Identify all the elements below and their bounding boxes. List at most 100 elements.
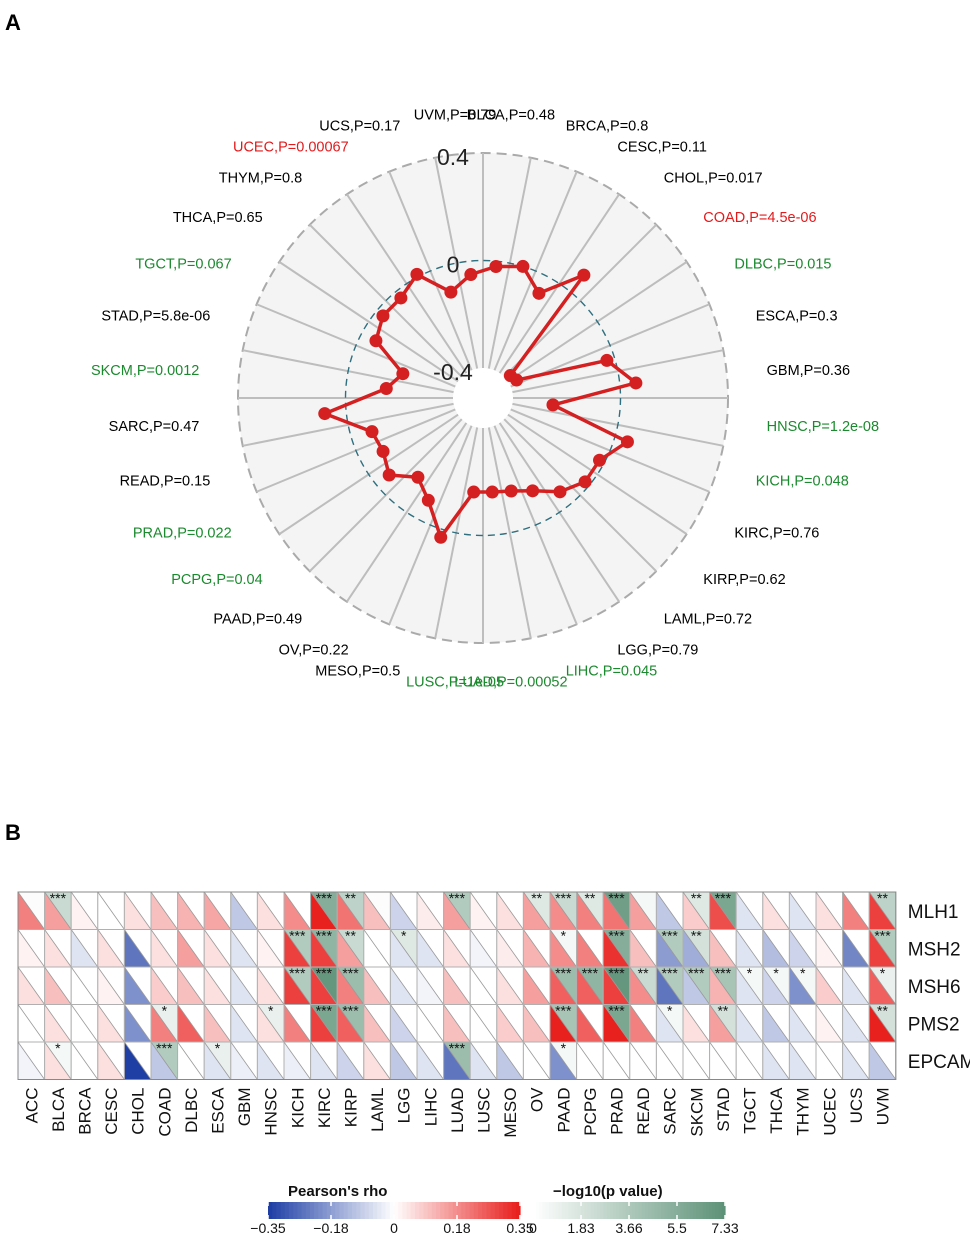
panel-a-label: A (5, 10, 21, 35)
heat-diag (70, 1041, 99, 1080)
heat-diag (390, 966, 418, 1005)
radar-label-esca: ESCA,P=0.3 (756, 308, 838, 324)
heat-star-msh6-thca: * (773, 965, 779, 981)
legend-rho-swatch (347, 1202, 353, 1219)
legend-rho-swatch (368, 1202, 374, 1219)
heat-gene-epcam: EPCAM (908, 1052, 970, 1073)
heat-diag (336, 1041, 365, 1080)
legend-rho-swatch (469, 1202, 475, 1219)
heat-cancer-gbm: GBM (235, 1088, 254, 1127)
heat-diag (336, 891, 365, 930)
radar-label-brca: BRCA,P=0.8 (566, 118, 649, 134)
legend-rho-swatch (410, 1202, 416, 1219)
legend-p-swatch (545, 1202, 550, 1219)
heat-diag (257, 1041, 285, 1080)
heat-diag (762, 891, 790, 930)
radar-spoke (487, 427, 532, 639)
radar-spoke (507, 413, 688, 535)
heat-star-msh6-thym: * (800, 965, 806, 981)
heat-diag (70, 1004, 99, 1043)
heat-cancer-lusc: LUSC (475, 1088, 494, 1133)
heat-cancer-hnsc: HNSC (262, 1088, 281, 1136)
radar-point-sarc (318, 407, 332, 421)
heat-diag (124, 1004, 152, 1043)
heat-diag (443, 929, 471, 968)
heat-cancer-kich: KICH (288, 1088, 307, 1129)
heat-diag (682, 1041, 710, 1080)
radar-label-cesc: CESC,P=0.11 (617, 140, 707, 156)
heat-diag (576, 966, 604, 1005)
heat-diag (257, 891, 285, 930)
radar-point-blca (489, 260, 503, 274)
legend-rho-swatch (297, 1202, 303, 1219)
heat-cancer-dlbc: DLBC (182, 1088, 201, 1133)
heat-diag (682, 929, 710, 968)
legend-p-swatch (600, 1202, 604, 1219)
heat-diag (257, 929, 285, 968)
heat-diag (17, 1041, 45, 1080)
heat-star-epcam-esca: * (215, 1040, 221, 1056)
heat-diag (44, 929, 72, 968)
heat-diag (17, 1004, 45, 1043)
heat-star-mlh1-paad: *** (555, 890, 572, 906)
heat-star-msh2-prad: *** (608, 928, 625, 944)
legend-rho-swatch (389, 1202, 395, 1219)
heat-star-mlh1-kirp: ** (345, 890, 356, 906)
radar-label-sarc: SARC,P=0.47 (109, 419, 200, 435)
legend-rho-swatch (478, 1202, 483, 1219)
radar-center-hole (453, 368, 513, 428)
radar-point-esca (600, 353, 614, 367)
heat-gene-pms2: PMS2 (908, 1014, 960, 1035)
legend-p-swatch (549, 1202, 553, 1219)
radar-point-ucec (410, 267, 424, 281)
legend-p-swatch (648, 1202, 652, 1219)
heat-diag (496, 891, 524, 930)
radar-point-lgg (526, 484, 540, 498)
legend-p-swatch (590, 1202, 595, 1219)
heat-cancer-lgg: LGG (395, 1088, 414, 1124)
heat-cancer-tgct: TGCT (741, 1088, 760, 1134)
radar-spoke (309, 224, 463, 378)
legend-rho-swatch (381, 1202, 387, 1219)
radar-label-paad: PAAD,P=0.49 (213, 611, 302, 627)
heat-diag (124, 891, 152, 930)
heat-diag (868, 929, 897, 968)
radar-point-thca (376, 309, 390, 323)
legend-rho-swatch (293, 1202, 298, 1219)
heat-diag (44, 966, 72, 1005)
legend-rho-swatch (448, 1202, 454, 1219)
heat-cancer-ov: OV (528, 1087, 547, 1112)
legend-rho-swatch (314, 1202, 319, 1219)
legend-rho-swatch (402, 1202, 408, 1219)
heat-diag (363, 929, 391, 968)
heat-star-msh6-skcm: *** (688, 965, 705, 981)
heat-diag (523, 891, 551, 930)
heat-diag (656, 929, 684, 968)
heat-cancer-coad: COAD (155, 1088, 174, 1137)
heat-diag (496, 1004, 524, 1043)
heat-cancer-sarc: SARC (661, 1088, 680, 1135)
heat-cancer-meso: MESO (501, 1088, 520, 1138)
heat-diag (602, 966, 631, 1005)
heat-diag (230, 1004, 258, 1043)
heat-diag (656, 966, 684, 1005)
legend-p-swatch (709, 1202, 713, 1219)
heat-diag (629, 966, 657, 1005)
legend-p-swatch (680, 1202, 684, 1219)
heat-diag (283, 929, 311, 968)
heat-diag (629, 929, 657, 968)
legend-rho-swatch (436, 1202, 441, 1219)
legend-rho-swatch (385, 1202, 391, 1219)
heat-diag (496, 966, 524, 1005)
heat-diag (815, 929, 843, 968)
heat-star-mlh1-skcm: ** (691, 890, 702, 906)
heat-cancer-kirp: KIRP (342, 1088, 361, 1128)
heat-cancer-thym: THYM (794, 1088, 813, 1136)
heat-frame (17, 891, 897, 1080)
heat-cancer-cesc: CESC (102, 1088, 121, 1135)
heat-star-pms2-prad: *** (608, 1003, 625, 1019)
legend-p-swatch (683, 1202, 688, 1219)
radar-label-kirc: KIRC,P=0.76 (734, 525, 819, 541)
heat-diag (496, 929, 524, 968)
heat-star-msh6-kirp: *** (342, 965, 359, 981)
